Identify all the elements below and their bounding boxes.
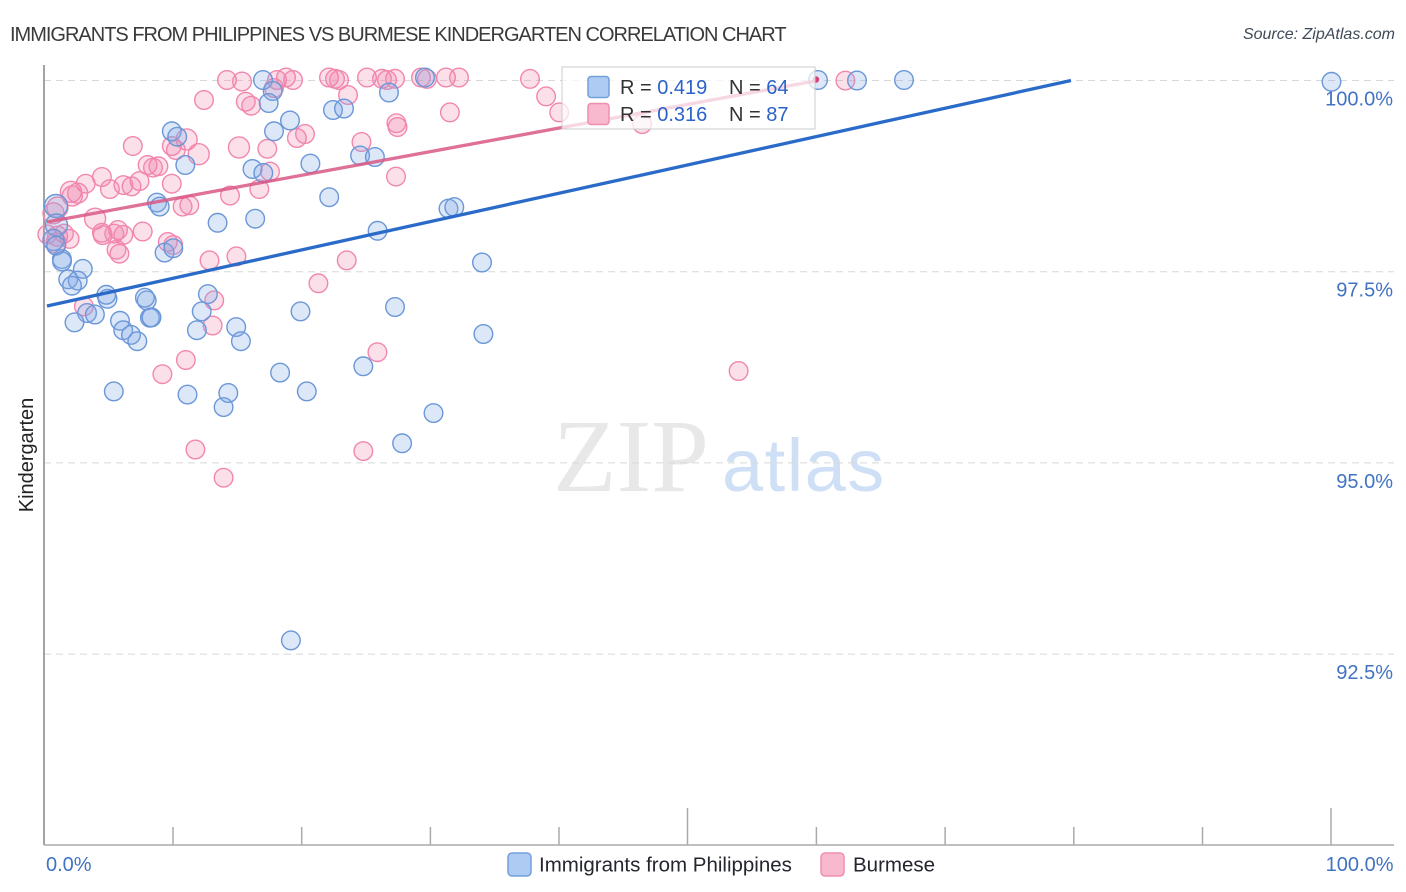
svg-text:Immigrants from Philippines: Immigrants from Philippines (539, 854, 792, 877)
svg-text:100.0%: 100.0% (1326, 854, 1394, 876)
svg-text:atlas: atlas (722, 424, 886, 507)
svg-text:97.5%: 97.5% (1336, 280, 1393, 302)
svg-text:Kindergarten: Kindergarten (16, 398, 38, 513)
svg-text:Source: ZipAtlas.com: Source: ZipAtlas.com (1243, 26, 1395, 43)
svg-text:N = 64: N = 64 (729, 77, 789, 99)
svg-text:IMMIGRANTS FROM PHILIPPINES VS: IMMIGRANTS FROM PHILIPPINES VS BURMESE K… (10, 24, 786, 46)
svg-text:92.5%: 92.5% (1336, 662, 1393, 684)
svg-text:ZIP: ZIP (553, 399, 709, 514)
svg-text:0.0%: 0.0% (46, 854, 92, 876)
svg-text:R = 0.419: R = 0.419 (620, 77, 707, 99)
svg-text:Burmese: Burmese (853, 854, 935, 877)
svg-text:R = 0.316: R = 0.316 (620, 104, 707, 126)
svg-text:N = 87: N = 87 (729, 104, 789, 126)
svg-text:100.0%: 100.0% (1325, 88, 1393, 110)
svg-text:95.0%: 95.0% (1336, 471, 1393, 493)
